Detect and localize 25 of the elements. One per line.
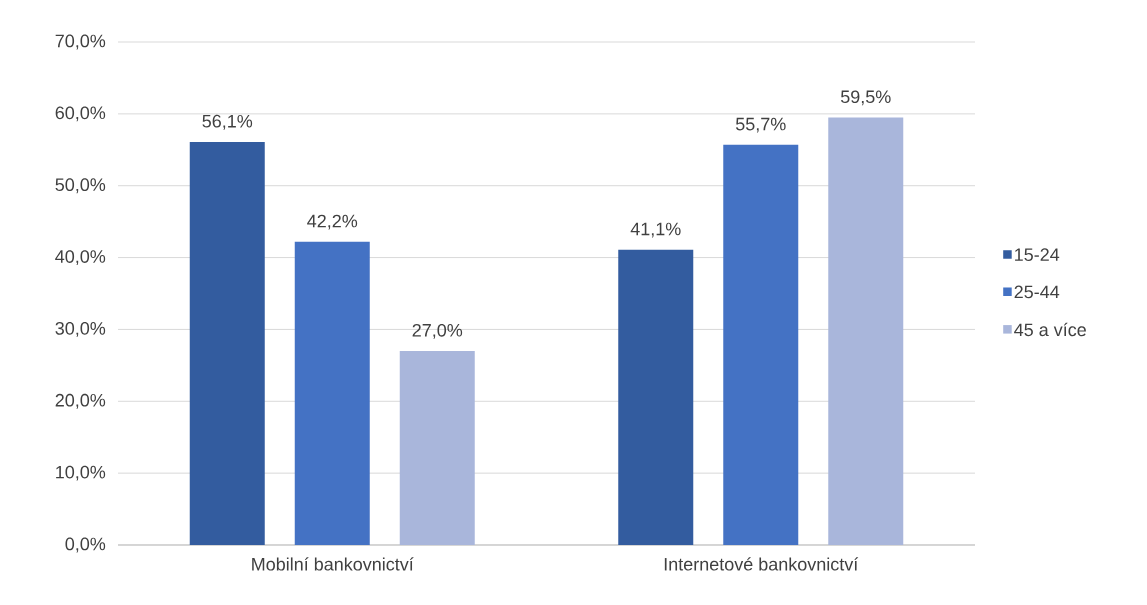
bar xyxy=(189,141,265,545)
y-tick-label: 0,0% xyxy=(65,537,106,553)
y-tick-label: 40,0% xyxy=(55,250,106,265)
data-label: 27,0% xyxy=(412,323,463,339)
y-tick-label: 60,0% xyxy=(55,106,106,122)
data-label: 41,1% xyxy=(630,222,681,238)
legend-label: 45 a více xyxy=(1014,322,1086,337)
data-label: 59,5% xyxy=(840,90,891,106)
data-label: 55,7% xyxy=(735,117,786,133)
y-tick-label: 10,0% xyxy=(56,465,106,481)
x-tick-label: Mobilní bankovnictví xyxy=(252,557,414,571)
bar xyxy=(294,241,370,545)
y-tick-label: 20,0% xyxy=(55,393,106,409)
bar xyxy=(723,144,799,545)
y-tick-label: 50,0% xyxy=(55,178,106,194)
bar xyxy=(828,117,904,545)
y-tick-label: 30,0% xyxy=(55,322,106,337)
data-label: 42,2% xyxy=(307,214,358,230)
bar xyxy=(399,350,475,545)
data-label: 56,1% xyxy=(202,114,253,130)
y-tick-label: 70,0% xyxy=(55,34,106,50)
legend-label: 15-24 xyxy=(1015,248,1060,262)
x-tick-label: Internetové bankovnictví xyxy=(664,557,859,571)
bar xyxy=(618,249,694,545)
legend-label: 25-44 xyxy=(1014,285,1060,299)
